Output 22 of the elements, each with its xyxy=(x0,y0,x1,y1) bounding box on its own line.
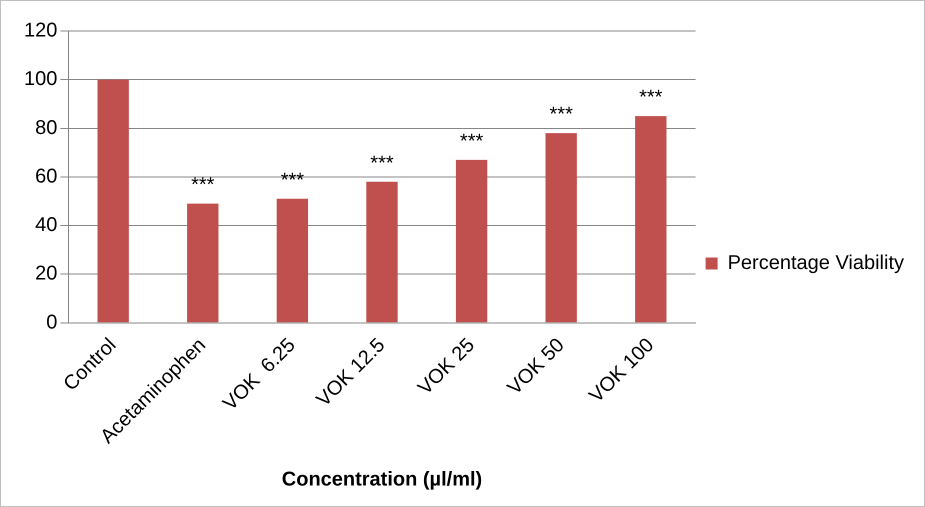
bar xyxy=(187,204,218,322)
annotation: *** xyxy=(191,174,215,196)
y-tick-label: 100 xyxy=(24,68,58,90)
annotation: *** xyxy=(550,104,574,126)
bar xyxy=(276,198,308,322)
bar xyxy=(456,160,488,322)
x-axis-title: Concentration (µl/ml) xyxy=(282,468,482,491)
annotation: *** xyxy=(370,152,394,174)
bar xyxy=(366,182,398,322)
bar xyxy=(97,80,129,322)
y-tick-label: 40 xyxy=(35,214,58,236)
legend-label: Percentage Viability xyxy=(728,252,904,274)
annotation: *** xyxy=(280,169,304,192)
annotation: *** xyxy=(460,130,484,152)
y-tick-label: 120 xyxy=(24,20,58,42)
y-tick-label: 0 xyxy=(46,311,58,334)
annotation: *** xyxy=(639,86,663,109)
y-tick-label: 80 xyxy=(35,116,58,139)
bar xyxy=(635,116,666,322)
y-tick-label: 60 xyxy=(35,165,58,188)
bar xyxy=(546,133,577,322)
y-tick-label: 20 xyxy=(35,262,58,285)
